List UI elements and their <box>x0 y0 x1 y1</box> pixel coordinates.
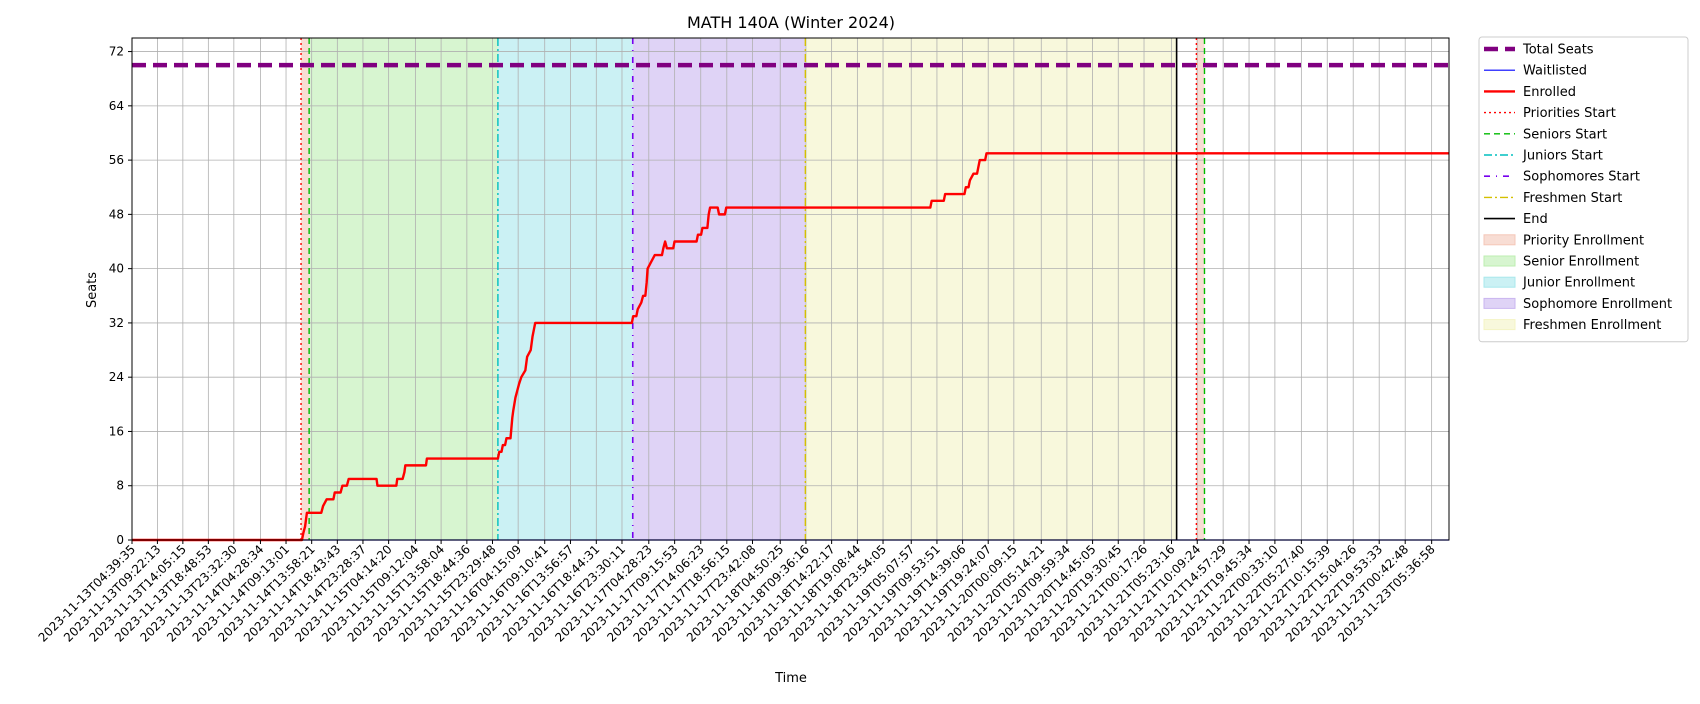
legend: Total Seats Waitlisted Enrolled Priorities … <box>1478 36 1689 343</box>
region-junior-enrollment <box>497 38 633 540</box>
legend-label-waitlisted: Waitlisted <box>1523 64 1587 79</box>
y-tick-label: 16 <box>109 424 124 438</box>
y-tick-label: 8 <box>116 479 124 493</box>
legend-label-end: End <box>1523 212 1548 227</box>
y-tick-label: 56 <box>109 153 124 167</box>
y-tick-label: 32 <box>109 316 124 330</box>
y-tick-label: 48 <box>109 207 124 221</box>
chart-title: MATH 140A (Winter 2024) <box>687 13 895 32</box>
legend-label-freshmen-enrollment: Freshmen Enrollment <box>1523 318 1661 333</box>
legend-swatch-freshmen-enrollment <box>1483 319 1516 331</box>
x-axis-ticks: 2023-11-13T04:39:352023-11-13T09:22:1320… <box>36 540 1438 645</box>
legend-label-juniors-start: Juniors Start <box>1522 149 1603 164</box>
region-senior-enrollment <box>309 38 498 540</box>
region-priority-enrollment <box>301 38 310 540</box>
legend-swatch-junior-enrollment <box>1483 276 1516 288</box>
y-tick-label: 72 <box>109 45 124 59</box>
legend-box <box>1478 36 1689 343</box>
plot-frame <box>131 37 1450 541</box>
y-tick-label: 24 <box>109 370 124 384</box>
y-tick-label: 40 <box>109 262 124 276</box>
legend-label-sophomore-enrollment: Sophomore Enrollment <box>1523 297 1672 312</box>
region-sophomore-enrollment <box>632 38 806 540</box>
legend-label-priority-enrollment: Priority Enrollment <box>1523 233 1644 248</box>
y-axis-label: Seats <box>85 272 100 308</box>
legend-label-seniors-start: Seniors Start <box>1523 127 1607 142</box>
x-axis-label: Time <box>774 671 807 686</box>
series-enrolled <box>132 152 1449 542</box>
region-freshmen-enrollment <box>805 38 1177 540</box>
legend-label-sophomores-start: Sophomores Start <box>1523 170 1640 185</box>
legend-swatch-senior-enrollment <box>1483 255 1516 267</box>
y-tick-label: 0 <box>116 533 124 547</box>
legend-label-enrolled: Enrolled <box>1523 85 1576 100</box>
y-axis-ticks: 0 8 16 24 32 40 48 56 64 72 <box>109 45 132 547</box>
legend-label-freshmen-start: Freshmen Start <box>1523 191 1622 206</box>
legend-swatch-priority-enrollment <box>1483 234 1516 246</box>
legend-label-senior-enrollment: Senior Enrollment <box>1523 255 1639 270</box>
legend-label-priorities-start: Priorities Start <box>1523 106 1616 121</box>
phase-regions <box>301 38 1205 540</box>
y-tick-label: 64 <box>109 99 124 113</box>
phase-lines <box>300 38 1206 540</box>
legend-swatch-sophomore-enrollment <box>1483 297 1516 309</box>
legend-label-junior-enrollment: Junior Enrollment <box>1522 276 1635 291</box>
legend-label-total-seats: Total Seats <box>1522 43 1594 58</box>
region-priority-enrollment <box>1196 38 1205 540</box>
